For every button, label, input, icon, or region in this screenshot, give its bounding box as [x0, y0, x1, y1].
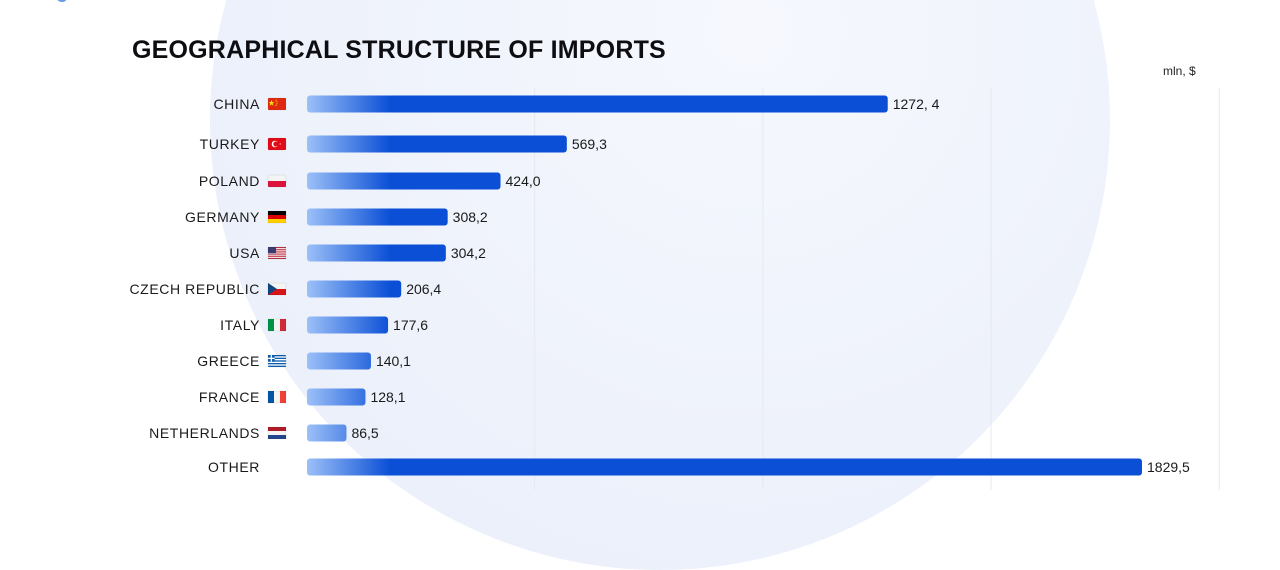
china-flag-icon: [267, 97, 287, 111]
value-labels: 1272, 4 569,3 424,0 308,2 304,2 206,4 177,6 140…: [351, 96, 1190, 475]
flags: [267, 97, 287, 440]
category-label: GERMANY: [185, 209, 260, 225]
bar-china: [307, 95, 888, 113]
bar-turkey: [307, 135, 567, 153]
value-label: 424,0: [506, 173, 541, 189]
bar-italy: [307, 316, 389, 334]
category-label: USA: [229, 245, 260, 261]
value-label: 1272, 4: [893, 96, 940, 112]
unit-label: mln, $: [1163, 64, 1196, 78]
value-label: 140,1: [376, 353, 411, 369]
category-label: TURKEY: [200, 136, 260, 152]
bar-germany: [307, 208, 448, 226]
value-label: 206,4: [406, 281, 441, 297]
value-label: 569,3: [572, 136, 607, 152]
category-label: ITALY: [220, 317, 260, 333]
category-label: FRANCE: [199, 389, 260, 405]
value-label: 304,2: [451, 245, 486, 261]
italy-flag-icon: [267, 318, 287, 332]
bar-other: [307, 458, 1142, 476]
turkey-flag-icon: [267, 137, 287, 151]
category-label: CZECH REPUBLIC: [129, 281, 260, 297]
value-label: 1829,5: [1147, 459, 1190, 475]
chart-title: GEOGRAPHICAL STRUCTURE OF IMPORTS: [132, 36, 666, 64]
czech-flag-icon: [267, 282, 287, 296]
value-label: 308,2: [453, 209, 488, 225]
greece-flag-icon: [267, 354, 287, 368]
bar-greece: [307, 352, 371, 370]
bar-france: [307, 388, 366, 406]
value-label: 86,5: [351, 425, 378, 441]
bar-netherlands: [307, 424, 347, 442]
category-label: CHINA: [213, 96, 260, 112]
germany-flag-icon: [267, 210, 287, 224]
gridlines: [534, 88, 1220, 490]
netherlands-flag-icon: [267, 426, 287, 440]
value-label: 177,6: [393, 317, 428, 333]
bar-chart: CHINA TURKEY POLAND GERMANY USA CZECH REPUBLI…: [129, 88, 1220, 490]
category-label: POLAND: [199, 173, 260, 189]
usa-flag-icon: [267, 246, 287, 260]
category-labels: CHINA TURKEY POLAND GERMANY USA CZECH REPUBLI…: [129, 96, 260, 475]
france-flag-icon: [267, 390, 287, 404]
logo-mark: [56, 0, 68, 2]
value-label: 128,1: [370, 389, 405, 405]
category-label: OTHER: [208, 459, 260, 475]
bar-usa: [307, 244, 446, 262]
bars: [307, 95, 1142, 476]
category-label: NETHERLANDS: [149, 425, 260, 441]
bar-poland: [307, 172, 501, 190]
poland-flag-icon: [267, 174, 287, 188]
bar-czech-republic: [307, 280, 402, 298]
category-label: GREECE: [197, 353, 260, 369]
